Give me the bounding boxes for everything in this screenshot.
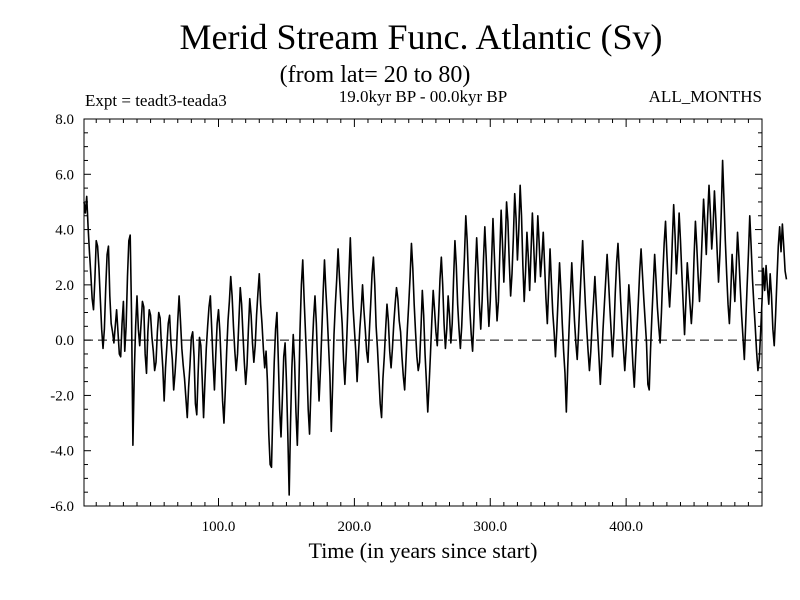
y-tick-label: -6.0	[50, 499, 74, 515]
experiment-label: Expt = teadt3-teada3	[85, 91, 227, 110]
x-tick-label: 400.0	[609, 519, 643, 535]
chart-title: Merid Stream Func. Atlantic (Sv)	[180, 17, 663, 57]
y-tick-label: 4.0	[55, 223, 74, 239]
y-tick-label: -4.0	[50, 444, 74, 460]
y-tick-label: 2.0	[55, 278, 74, 294]
period-label: 19.0kyr BP - 00.0kyr BP	[339, 87, 507, 106]
series-line	[83, 159, 788, 496]
y-tick-label: -2.0	[50, 388, 74, 404]
x-tick-label: 200.0	[338, 519, 372, 535]
x-tick-label: 100.0	[202, 519, 236, 535]
x-axis-label: Time (in years since start)	[309, 538, 538, 563]
y-tick-label: 0.0	[55, 333, 74, 349]
chart-subtitle: (from lat= 20 to 80)	[280, 62, 471, 88]
y-tick-label: 8.0	[55, 112, 74, 128]
x-axis: 100.0 200.0 300.0 400.0	[95, 119, 763, 535]
months-label: ALL_MONTHS	[649, 87, 762, 106]
x-tick-label: 300.0	[473, 519, 507, 535]
y-tick-label: 6.0	[55, 167, 74, 183]
y-axis: -6.0 -4.0 -2.0 0.0 2.0 4.0 6.0 8.0	[50, 112, 762, 515]
